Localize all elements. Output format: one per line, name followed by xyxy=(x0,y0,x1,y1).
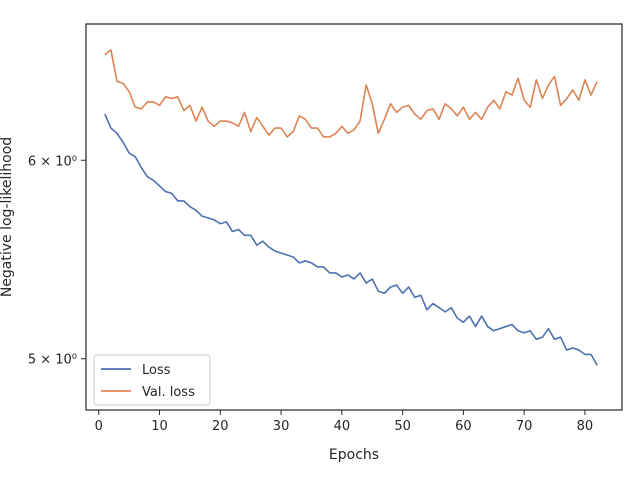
x-axis-label: Epochs xyxy=(329,447,379,463)
plot-frame xyxy=(85,23,623,411)
y-tick-label: 5 × 10⁰ xyxy=(28,353,77,368)
x-tick-label: 50 xyxy=(394,419,411,434)
x-tick-label: 70 xyxy=(516,419,533,434)
x-tick-label: 40 xyxy=(334,419,351,434)
x-tick-label: 20 xyxy=(212,419,229,434)
plot-area xyxy=(104,49,598,366)
y-axis: 5 × 10⁰ 6 × 10⁰ xyxy=(28,154,86,368)
series-line-val-loss xyxy=(104,49,598,138)
x-tick-label: 0 xyxy=(95,419,103,434)
x-tick-label: 80 xyxy=(577,419,594,434)
legend-entry-val-loss: Val. loss xyxy=(142,385,195,400)
x-tick-label: 60 xyxy=(455,419,472,434)
series-line-loss xyxy=(104,113,598,366)
legend-box xyxy=(93,354,211,406)
legend-entry-loss: Loss xyxy=(142,363,171,378)
y-tick-label: 6 × 10⁰ xyxy=(28,154,77,169)
legend: Loss Val. loss xyxy=(93,354,211,406)
x-tick-label: 10 xyxy=(151,419,168,434)
y-axis-label: Negative log-likelihood xyxy=(0,137,15,297)
x-axis: 0 10 20 30 40 50 60 70 80 xyxy=(95,410,594,434)
x-tick-label: 30 xyxy=(273,419,290,434)
